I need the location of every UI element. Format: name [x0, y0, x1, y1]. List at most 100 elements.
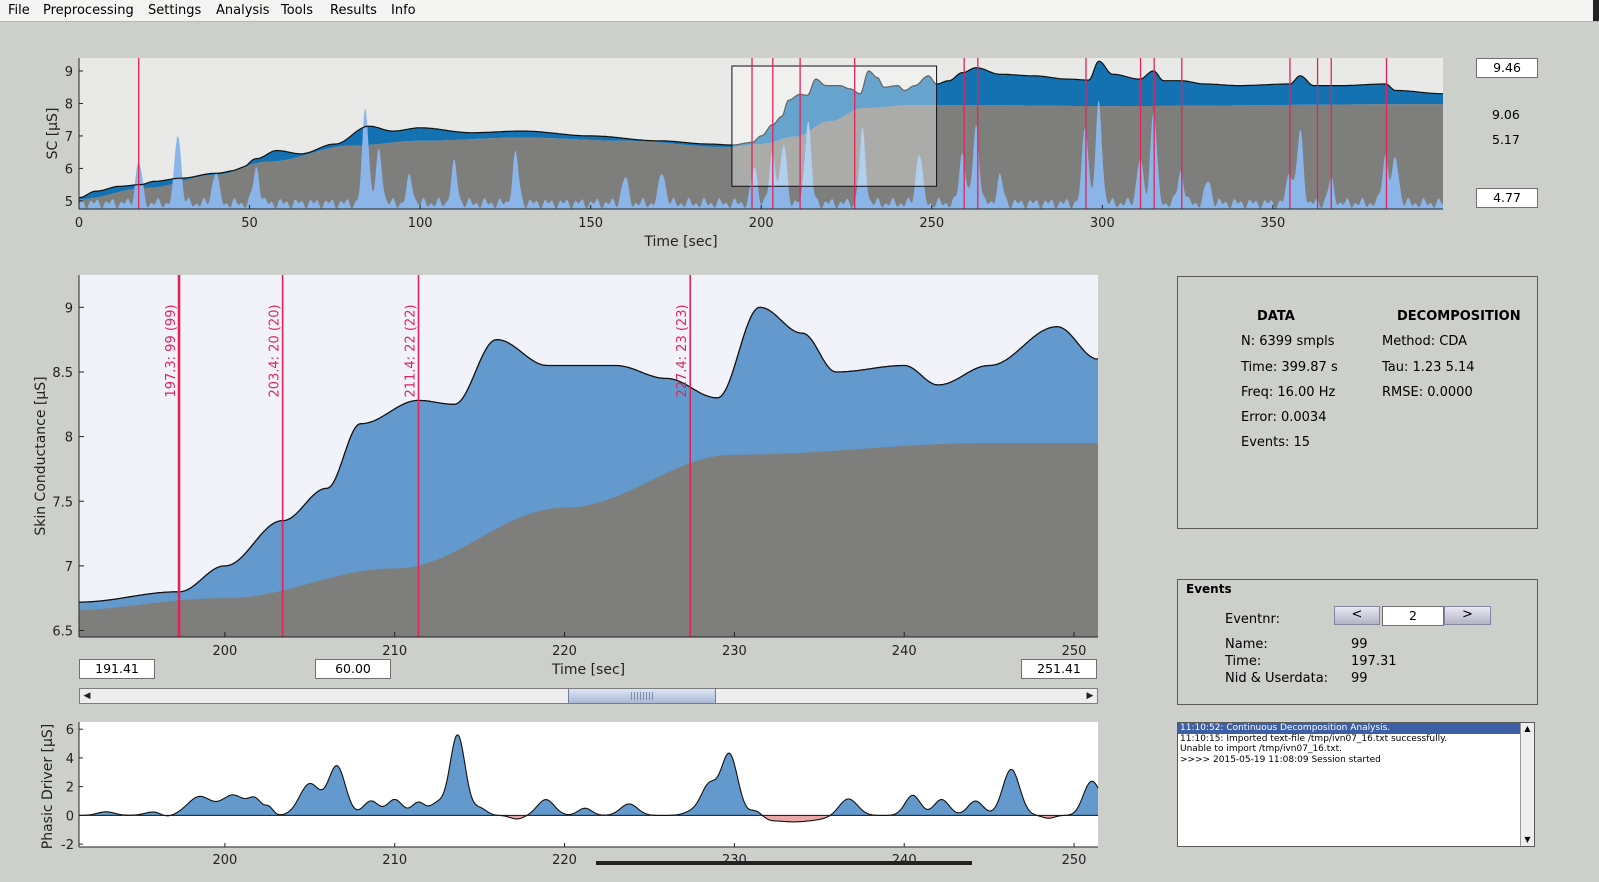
main-event-label: 197.3: 99 (99)	[164, 304, 179, 397]
event-name-label: Name:	[1225, 637, 1268, 652]
driver-line	[79, 734, 1099, 823]
info-freq: Freq: 16.00 Hz	[1241, 385, 1336, 400]
main-x-tick-label: 200	[212, 644, 237, 659]
overview-upper-value: 9.06	[1492, 107, 1520, 122]
info-error: Error: 0.0034	[1241, 410, 1327, 425]
info-tau: Tau: 1.23 5.14	[1382, 360, 1475, 375]
overview-y-tick-label: 7	[65, 130, 73, 145]
overview-phasic-area	[79, 61, 1443, 200]
overview-y-axis-label: SC [μS]	[45, 108, 61, 160]
main-sc-plot[interactable]: 197.3: 99 (99) 203.4: 20 (20) 211.4: 22 (2…	[0, 265, 1110, 685]
driver-y-tick-label: 2	[66, 781, 74, 796]
main-x-tick-label: 210	[382, 644, 407, 659]
eventnr-input[interactable]: 2	[1382, 606, 1444, 626]
next-event-button[interactable]: >	[1444, 606, 1491, 625]
main-x-axis-label: Time [sec]	[551, 662, 625, 678]
main-y-tick-label: 8.5	[52, 366, 73, 381]
window-end-box[interactable]: 251.41	[1021, 659, 1097, 679]
info-method: Method: CDA	[1382, 334, 1468, 349]
prev-event-button[interactable]: <	[1334, 606, 1380, 625]
menu-settings[interactable]: Settings	[148, 3, 202, 18]
overview-plot[interactable]: 0 50 100 150 200 250 300 350 9 8 7 6 5 Time [sec] SC […	[0, 22, 1599, 262]
main-y-tick-label: 7.5	[52, 495, 73, 510]
info-time: Time: 399.87 s	[1241, 360, 1338, 375]
driver-background	[79, 722, 1098, 847]
main-event-label: 211.4: 22 (22)	[403, 304, 418, 397]
main-event-label: 203.4: 20 (20)	[268, 304, 283, 397]
window-corner	[1593, 0, 1599, 21]
menu-bar: File Preprocessing Settings Analysis Too…	[0, 0, 1599, 22]
scroll-right-arrow-icon[interactable]: ▶	[1086, 691, 1094, 701]
overview-y-tick-label: 8	[65, 97, 73, 112]
events-panel: Events Eventnr: < 2 > Name: 99 Time: 197…	[1177, 579, 1538, 705]
menu-file[interactable]: File	[8, 3, 30, 18]
main-x-tick-label: 250	[1062, 644, 1087, 659]
data-title: DATA	[1257, 309, 1295, 324]
overview-x-tick-label: 150	[578, 216, 603, 231]
overview-zoom-window	[731, 65, 938, 187]
driver-x-tick-label: 220	[552, 853, 577, 868]
main-y-axis-label: Skin Conductance [μS]	[33, 376, 49, 535]
scroll-thumb[interactable]	[568, 689, 716, 703]
info-rmse: RMSE: 0.0000	[1382, 385, 1473, 400]
main-y-tick-label: 7	[65, 560, 73, 575]
main-x-tick-label: 230	[722, 644, 747, 659]
event-nid-label: Nid & Userdata:	[1225, 671, 1329, 686]
driver-y-tick-label: -2	[61, 838, 74, 853]
driver-y-axis-label: Phasic Driver [μS]	[40, 724, 56, 849]
main-tonic-area	[79, 443, 1098, 637]
menu-analysis[interactable]: Analysis	[216, 3, 270, 18]
log-line[interactable]: Unable to import /tmp/ivn07_16.txt.	[1180, 744, 1343, 754]
main-event-label: 227.4: 23 (23)	[675, 304, 690, 397]
overview-lower-value: 5.17	[1492, 132, 1520, 147]
driver-positive-area	[79, 734, 1098, 816]
info-panel: DATA DECOMPOSITION N: 6399 smpls Time: 3…	[1177, 276, 1538, 529]
decomposition-title: DECOMPOSITION	[1397, 309, 1521, 324]
window-width-box[interactable]: 60.00	[315, 659, 391, 679]
driver-x-tick-label: 200	[212, 853, 237, 868]
status-strip	[596, 861, 972, 865]
overview-x-tick-label: 350	[1260, 216, 1285, 231]
overview-y-tick-label: 9	[65, 65, 73, 80]
window-start-box[interactable]: 191.41	[79, 659, 155, 679]
driver-y-tick-label: 6	[66, 723, 74, 738]
scroll-up-arrow-icon[interactable]: ▲	[1524, 724, 1531, 733]
overview-y-tick-label: 5	[65, 195, 73, 210]
log-line[interactable]: 11:10:52: Continuous Decomposition Analy…	[1178, 723, 1534, 734]
overview-x-tick-label: 100	[408, 216, 433, 231]
scroll-left-arrow-icon[interactable]: ◀	[83, 691, 91, 701]
menu-info[interactable]: Info	[391, 3, 416, 18]
log-line[interactable]: >>>> 2015-05-19 11:08:09 Session started	[1180, 754, 1381, 765]
event-name-value: 99	[1351, 637, 1368, 652]
info-n: N: 6399 smpls	[1241, 334, 1335, 349]
log-scrollbar[interactable]: ▲ ▼	[1520, 723, 1534, 846]
menu-preprocessing[interactable]: Preprocessing	[43, 3, 134, 18]
driver-y-tick-label: 4	[66, 752, 74, 767]
overview-ymin-box[interactable]: 4.77	[1476, 188, 1538, 208]
event-nid-value: 99	[1351, 671, 1368, 686]
overview-x-tick-label: 0	[75, 216, 83, 231]
menu-results[interactable]: Results	[330, 3, 377, 18]
log-line[interactable]: 11:10:15: Imported text-file /tmp/ivn07_…	[1180, 733, 1447, 744]
main-y-tick-label: 6.5	[52, 625, 73, 640]
menu-tools[interactable]: Tools	[281, 3, 314, 18]
overview-x-tick-label: 300	[1090, 216, 1115, 231]
event-time-label: Time:	[1225, 654, 1262, 669]
main-y-tick-label: 8	[65, 431, 73, 446]
main-x-tick-label: 220	[552, 644, 577, 659]
scroll-down-arrow-icon[interactable]: ▼	[1524, 835, 1531, 844]
overview-x-tick-label: 250	[919, 216, 944, 231]
overview-x-tick-label: 50	[241, 216, 258, 231]
eventnr-label: Eventnr:	[1225, 612, 1280, 627]
main-x-tick-label: 240	[892, 644, 917, 659]
driver-x-tick-label: 210	[382, 853, 407, 868]
overview-x-tick-label: 200	[749, 216, 774, 231]
main-sc-line	[79, 306, 1098, 603]
overview-x-axis-label: Time [sec]	[643, 234, 717, 250]
overview-ymax-box[interactable]: 9.46	[1476, 58, 1538, 78]
grip-icon	[631, 692, 653, 700]
driver-x-tick-label: 250	[1062, 853, 1087, 868]
session-log[interactable]: 11:10:52: Continuous Decomposition Analy…	[1177, 722, 1535, 847]
time-scrollbar[interactable]: ◀ ▶	[79, 688, 1098, 704]
